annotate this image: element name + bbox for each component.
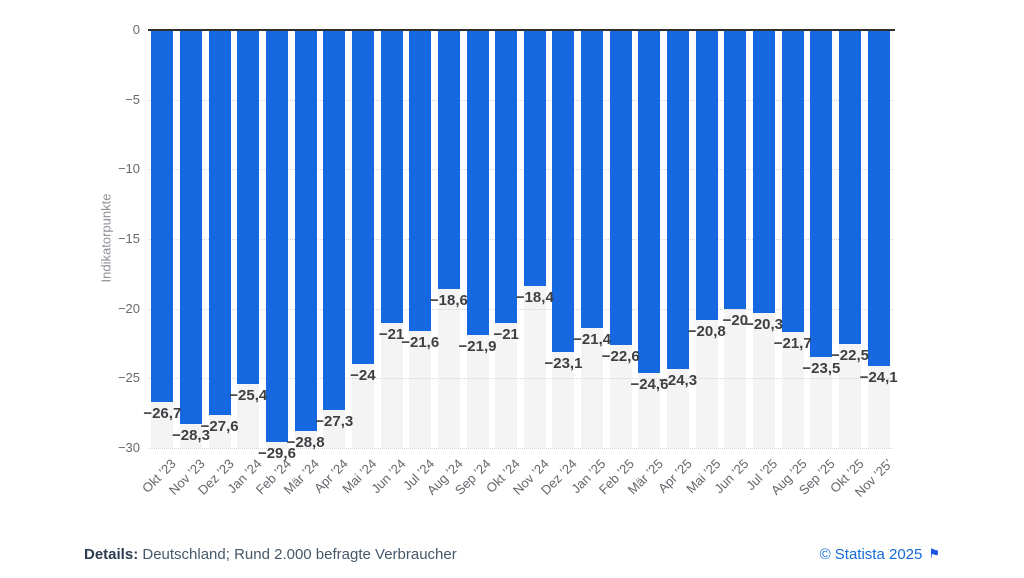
bar[interactable] [638, 30, 661, 373]
bar-value-label: −27,3 [315, 413, 354, 431]
y-axis-tick-label: −15 [117, 231, 140, 246]
bar[interactable] [753, 30, 776, 313]
bar-value-label: −23,1 [544, 354, 583, 372]
bar[interactable] [208, 30, 231, 415]
gridline [148, 239, 893, 240]
bar[interactable] [810, 30, 833, 358]
bar-value-label: −20,3 [745, 315, 784, 333]
bar[interactable] [609, 30, 632, 345]
gridline [148, 169, 893, 171]
bar-value-label: −24,6 [630, 375, 669, 393]
bar[interactable] [237, 30, 260, 384]
bar[interactable] [466, 30, 489, 336]
details-label: Details: [84, 546, 139, 563]
bar[interactable] [695, 30, 718, 320]
statista-flag-icon: ⚑ [928, 545, 940, 561]
bar[interactable] [495, 30, 518, 323]
bar-value-label: −18,6 [429, 292, 468, 310]
bar-value-label: −26,7 [143, 405, 182, 423]
bar-value-label: −21,7 [773, 335, 812, 353]
gridline [148, 308, 893, 310]
bar[interactable] [839, 30, 862, 344]
y-axis-tick-label: −5 [125, 91, 140, 107]
zero-axis-line [148, 29, 895, 31]
bar-value-label: −21 [493, 325, 519, 343]
statista-copyright-link[interactable]: © Statista 2025 ⚑ [819, 545, 940, 564]
bar[interactable] [179, 30, 202, 425]
bar-value-label: −22,6 [601, 347, 640, 365]
bar-value-label: −27,6 [200, 417, 239, 435]
bar[interactable] [151, 30, 174, 403]
bar-value-label: −24,3 [659, 371, 698, 389]
gridline [148, 448, 893, 449]
bar[interactable] [294, 30, 317, 432]
bar[interactable] [724, 30, 747, 309]
bar-value-label: −25,4 [229, 386, 268, 404]
bar[interactable] [351, 30, 374, 365]
y-axis-tick-label: 0 [132, 22, 140, 37]
y-axis-tick-label: −25 [117, 370, 140, 386]
bar[interactable] [323, 30, 346, 411]
y-axis-tick-label: −10 [117, 161, 140, 177]
y-axis-tick-label: −20 [117, 300, 140, 316]
bar-value-label: −21,4 [573, 331, 612, 349]
bar-value-label: −21,9 [458, 338, 497, 356]
bar-value-label: −28,3 [171, 427, 210, 445]
bar-value-label: −29,6 [257, 445, 296, 463]
bar[interactable] [409, 30, 432, 331]
bar[interactable] [581, 30, 604, 329]
bar-value-label: −18,4 [515, 289, 554, 307]
bar[interactable] [867, 30, 890, 366]
gridline [148, 99, 893, 101]
bar[interactable] [667, 30, 690, 369]
bar-value-label: −23,5 [802, 360, 841, 378]
details-text: Deutschland; Rund 2.000 befragte Verbrau… [142, 546, 457, 563]
bar[interactable] [523, 30, 546, 287]
bar[interactable] [437, 30, 460, 290]
bar[interactable] [265, 30, 288, 443]
bar[interactable] [552, 30, 575, 352]
copyright-text: © Statista 2025 [819, 546, 923, 563]
bar[interactable] [781, 30, 804, 333]
y-axis-title: Indikatorpunkte [98, 193, 114, 283]
bar[interactable] [380, 30, 403, 323]
bar-value-label: −20 [722, 311, 749, 329]
bar-value-label: −21 [378, 325, 405, 343]
footer: Details: Deutschland; Rund 2.000 befragt… [0, 545, 1024, 564]
y-axis-tick-label: −30 [117, 440, 140, 455]
bar-value-label: −21,6 [401, 333, 440, 351]
bar-value-label: −24 [350, 367, 376, 385]
gridline [148, 378, 893, 380]
details: Details: Deutschland; Rund 2.000 befragt… [84, 546, 457, 563]
bar-value-label: −24,1 [859, 368, 898, 386]
bar-value-label: −20,8 [687, 322, 726, 340]
bar-value-label: −28,8 [286, 434, 325, 452]
bar-value-label: −22,5 [831, 346, 869, 364]
